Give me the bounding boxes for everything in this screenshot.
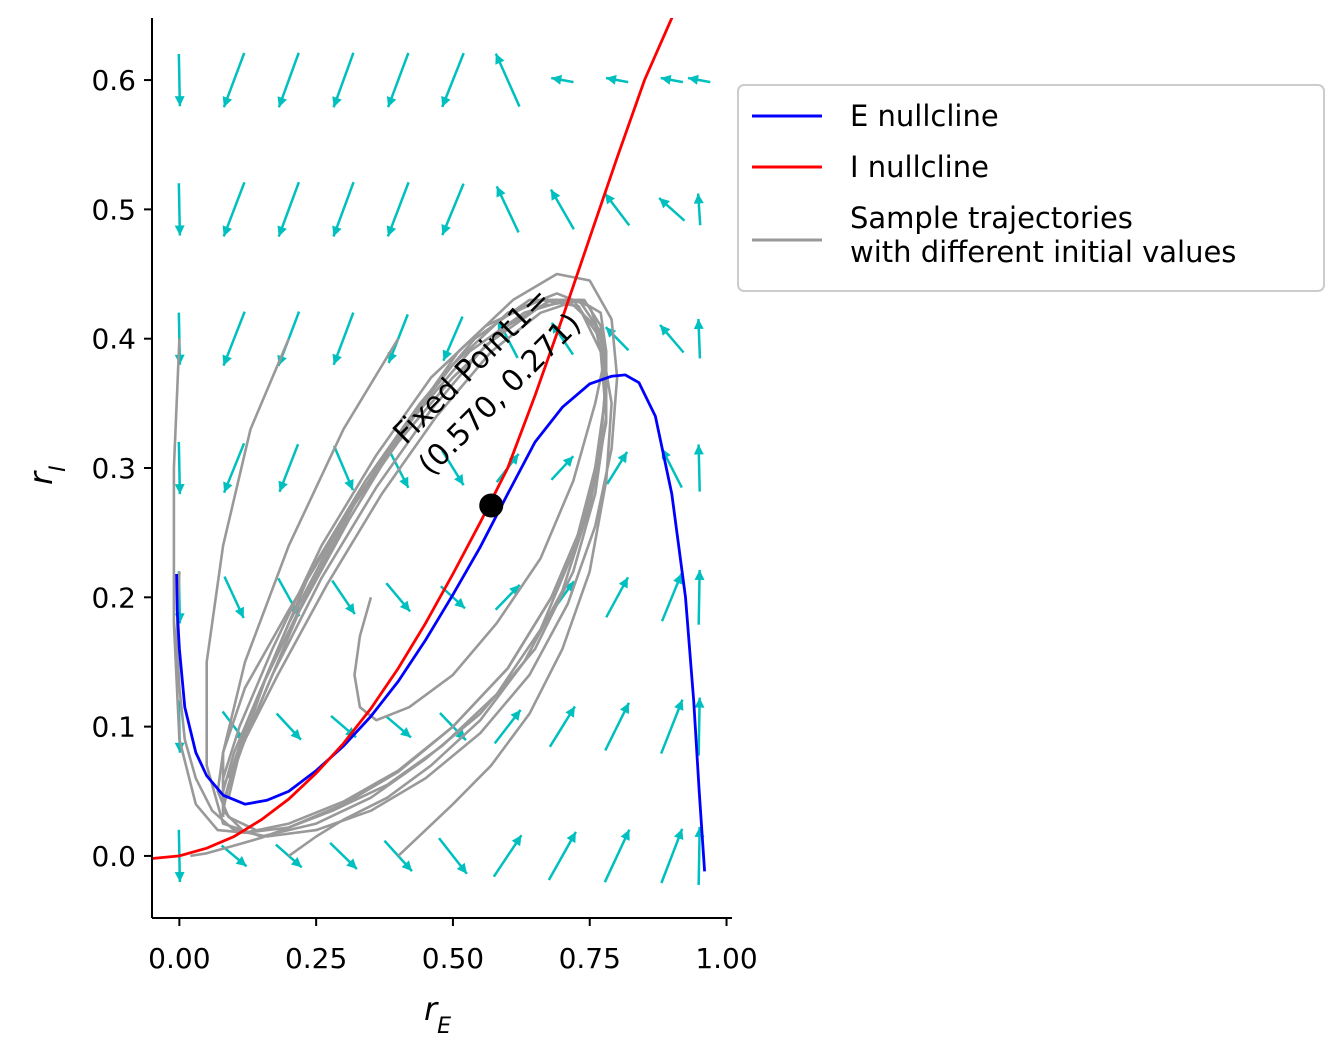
vector-arrow (332, 312, 355, 366)
y-tick-label: 0.4 (91, 323, 136, 356)
vector-arrow (492, 834, 523, 878)
vector-arrow (660, 572, 683, 622)
trajectory-line (205, 298, 608, 838)
vector-arrow (275, 712, 302, 741)
vector-arrow (332, 52, 355, 108)
vector-arrow (549, 188, 575, 230)
vector-arrow (605, 74, 629, 85)
vector-arrow (275, 843, 303, 869)
trajectory-line (221, 298, 608, 811)
x-tick-label: 0.25 (285, 942, 347, 975)
vector-arrow (223, 576, 245, 619)
legend-label-e-nullcline: E nullcline (850, 99, 999, 133)
legend-label-trajectories-line1: Sample trajectories (850, 201, 1133, 235)
vector-arrow (660, 74, 684, 85)
vector-arrow (548, 705, 576, 748)
y-tick-label: 0.2 (91, 581, 136, 614)
vector-arrow (386, 447, 410, 489)
vector-arrow (174, 53, 185, 107)
vector-arrow (693, 318, 704, 359)
fixed-point-label: Fixed Point1=(0.570, 0.271) (384, 278, 589, 483)
x-tick-label: 0.50 (422, 942, 484, 975)
vector-arrow (278, 443, 300, 493)
trajectory-line (227, 292, 608, 857)
vector-arrow (495, 185, 520, 233)
legend: E nullcline I nullcline Sample trajector… (737, 84, 1325, 292)
vector-arrow (606, 451, 629, 485)
vector-arrow (603, 829, 631, 883)
vector-arrow (693, 193, 704, 226)
legend-label-trajectories-line2: with different initial values (850, 235, 1236, 269)
y-tick-label: 0.5 (91, 193, 136, 226)
vector-arrow (174, 183, 185, 236)
sample-trajectories (172, 272, 619, 858)
vector-arrow (441, 52, 465, 108)
vector-arrow (384, 714, 412, 739)
vector-arrow (222, 442, 246, 494)
legend-frame (737, 84, 1325, 292)
y-tick-label: 0.0 (91, 840, 136, 873)
trajectory-line (221, 298, 608, 834)
vector-arrow (329, 841, 358, 870)
vector-arrow (441, 183, 465, 236)
axes: 0.00 0.25 0.50 0.75 1.00 0.0 0.1 0.2 0.3 0.4 0.5 0.… (91, 18, 758, 975)
vector-arrow (174, 441, 185, 495)
vector-arrow (442, 316, 464, 362)
vector-arrow (277, 52, 300, 108)
vector-arrow (660, 828, 684, 884)
vector-arrow (222, 311, 246, 367)
nullclines (152, 18, 706, 872)
vector-arrow (222, 181, 246, 237)
vector-arrow (438, 837, 468, 875)
vector-field (174, 52, 711, 885)
x-axis-label: rE (424, 990, 451, 1039)
vector-arrow (603, 192, 631, 227)
vector-arrow (493, 709, 522, 745)
i-nullcline-line (152, 18, 674, 860)
vector-arrow (551, 74, 574, 85)
x-tick-label: 0.00 (148, 942, 210, 975)
vector-arrow (441, 450, 465, 486)
vector-arrow (332, 181, 355, 238)
vector-arrow (494, 53, 521, 108)
x-tick-label: 0.75 (559, 942, 621, 975)
vector-arrow (332, 445, 355, 491)
x-tick-label: 1.00 (695, 942, 757, 975)
vector-arrow (604, 702, 631, 751)
y-tick-label: 0.1 (91, 711, 136, 744)
vector-arrow (604, 326, 630, 352)
vector-arrow (385, 582, 412, 613)
y-tick-label: 0.3 (91, 452, 136, 485)
vector-arrow (687, 74, 711, 85)
trajectory-line (227, 298, 613, 857)
trajectory-line (190, 298, 608, 858)
vector-arrow (331, 579, 356, 615)
fixed-point-marker (479, 493, 504, 518)
vector-arrow (693, 444, 704, 492)
y-axis-label: rI (22, 465, 71, 485)
vector-arrow (694, 697, 705, 756)
vector-arrow (547, 831, 577, 881)
vector-arrow (658, 197, 686, 222)
vector-arrow (277, 181, 301, 238)
vector-arrow (550, 455, 575, 481)
fixed-point-group: Fixed Point1=(0.570, 0.271) (384, 278, 589, 518)
vector-arrow (386, 181, 410, 237)
vector-arrow (383, 839, 413, 872)
vector-arrow (222, 52, 246, 108)
trajectory-line (175, 272, 619, 838)
legend-label-trajectories: Sample trajectories with different initi… (850, 201, 1236, 269)
vector-arrow (605, 576, 630, 618)
vector-arrow (694, 569, 705, 625)
y-tick-label: 0.6 (91, 64, 136, 97)
e-nullcline-line (175, 373, 706, 872)
legend-label-i-nullcline: I nullcline (850, 150, 989, 184)
vector-arrow (659, 324, 685, 354)
vector-arrow (386, 52, 410, 108)
vector-arrow (550, 322, 575, 356)
vector-arrow (660, 699, 684, 755)
